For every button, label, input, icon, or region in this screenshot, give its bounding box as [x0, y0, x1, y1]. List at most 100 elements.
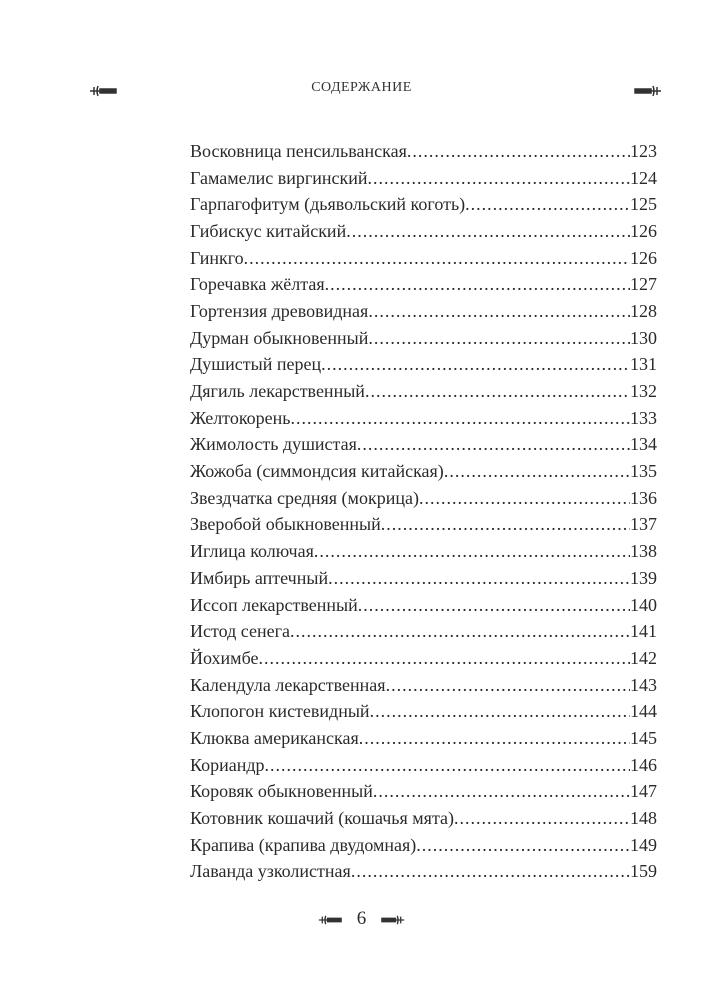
- dot-leader: [444, 461, 630, 482]
- toc-entry-page: 146: [630, 754, 657, 775]
- toc-entry-title: Гортензия древовидная: [190, 300, 369, 321]
- toc-entry-title: Истод сенега: [190, 621, 290, 642]
- toc-entry-page: 136: [630, 487, 657, 508]
- toc-entry: Звездчатка средняя (мокрица) 136: [190, 485, 657, 512]
- toc-entry-title: Клюква американская: [190, 727, 359, 748]
- toc-entry: Клюква американская 145: [190, 725, 657, 752]
- dot-leader: [258, 648, 630, 669]
- dot-leader: [244, 248, 630, 269]
- ornament-icon: [90, 85, 117, 97]
- toc-entry-page: 148: [630, 808, 657, 829]
- toc-entry-page: 137: [630, 514, 657, 535]
- toc-entry-title: Желтокорень: [190, 407, 291, 428]
- toc-entry-title: Дягиль лекарственный: [190, 381, 365, 402]
- dot-leader: [325, 274, 630, 295]
- toc-entry-page: 130: [630, 327, 657, 348]
- toc-entry: Жимолость душистая 134: [190, 432, 657, 459]
- toc-entry: Гамамелис виргинский 124: [190, 165, 657, 192]
- toc-entry-page: 132: [630, 381, 657, 402]
- dot-leader: [365, 381, 630, 402]
- toc-entry: Гинкго 126: [190, 245, 657, 272]
- dot-leader: [381, 514, 630, 535]
- toc-entry-page: 125: [630, 194, 657, 215]
- toc-entry-title: Клопогон кистевидный: [190, 701, 370, 722]
- toc-entry: Желтокорень 133: [190, 405, 657, 432]
- toc-entry-title: Горечавка жёлтая: [190, 274, 325, 295]
- toc-entry-title: Кориандр: [190, 754, 265, 775]
- toc-entry: Гортензия древовидная 128: [190, 298, 657, 325]
- ornament-icon: [318, 915, 342, 925]
- toc-entry: Иссоп лекарственный 140: [190, 592, 657, 619]
- toc-entry-title: Дурман обыкновенный: [190, 327, 369, 348]
- toc-entry-title: Коровяк обыкновенный: [190, 781, 373, 802]
- toc-entry-title: Звездчатка средняя (мокрица): [190, 487, 419, 508]
- toc-entry: Гибискус китайский 126: [190, 218, 657, 245]
- toc-entry-page: 145: [630, 727, 657, 748]
- toc-entry-page: 144: [630, 701, 657, 722]
- toc-entry-page: 159: [630, 861, 657, 882]
- toc-entry-page: 124: [630, 167, 657, 188]
- toc-entry: Гарпагофитум (дьявольский коготь) 125: [190, 191, 657, 218]
- toc-entry-page: 128: [630, 300, 657, 321]
- dot-leader: [290, 408, 630, 429]
- toc-entry-page: 149: [630, 834, 657, 855]
- toc-entry-page: 134: [630, 434, 657, 455]
- toc-entry-title: Крапива (крапива двудомная): [190, 834, 417, 855]
- toc-entry: Котовник кошачий (кошачья мята) 148: [190, 805, 657, 832]
- toc-entry: Лаванда узколистная 159: [190, 859, 657, 886]
- toc-entry-title: Иглица колючая: [190, 541, 314, 562]
- toc-entry: Дягиль лекарственный 132: [190, 378, 657, 405]
- toc-entry: Имбирь аптечный 139: [190, 565, 657, 592]
- ornament-icon: [381, 915, 405, 925]
- toc-entry-page: 126: [630, 247, 657, 268]
- toc-entry-page: 142: [630, 647, 657, 668]
- dot-leader: [351, 861, 630, 882]
- dot-leader: [328, 568, 630, 589]
- toc-entry: Зверобой обыкновенный 137: [190, 512, 657, 539]
- toc-entry-title: Восковница пенсильванская: [190, 140, 407, 161]
- dot-leader: [465, 194, 630, 215]
- dot-leader: [359, 728, 630, 749]
- toc-entry: Дурман обыкновенный 130: [190, 325, 657, 352]
- toc-entry-title: Лаванда узколистная: [190, 861, 351, 882]
- page-footer: 6: [0, 908, 723, 930]
- toc-entry: Коровяк обыкновенный 147: [190, 779, 657, 806]
- toc-entry-page: 123: [630, 140, 657, 161]
- page-header-title: СОДЕРЖАНИЕ: [311, 80, 412, 95]
- dot-leader: [346, 221, 630, 242]
- toc-entry-page: 135: [630, 461, 657, 482]
- toc-entry: Иглица колючая 138: [190, 538, 657, 565]
- dot-leader: [265, 755, 630, 776]
- dot-leader: [368, 328, 630, 349]
- toc-entry-title: Зверобой обыкновенный: [190, 514, 381, 535]
- dot-leader: [358, 595, 630, 616]
- toc-entry: Восковница пенсильванская 123: [190, 138, 657, 165]
- toc-entry-title: Иссоп лекарственный: [190, 594, 358, 615]
- ornament-icon: [634, 85, 661, 97]
- toc-entry-title: Жимолость душистая: [190, 434, 357, 455]
- toc-entry-title: Жожоба (симмондсия китайская): [190, 461, 444, 482]
- toc-entry: Горечавка жёлтая 127: [190, 271, 657, 298]
- toc-entry-page: 126: [630, 220, 657, 241]
- toc-entry-page: 141: [630, 621, 657, 642]
- toc-entry-title: Котовник кошачий (кошачья мята): [190, 808, 455, 829]
- toc-entry-page: 131: [630, 354, 657, 375]
- dot-leader: [386, 675, 630, 696]
- dot-leader: [357, 434, 630, 455]
- toc-entry-title: Йохимбе: [190, 647, 259, 668]
- toc-entry-title: Имбирь аптечный: [190, 567, 329, 588]
- toc-entry-title: Гамамелис виргинский: [190, 167, 368, 188]
- page-number: 6: [356, 908, 367, 929]
- dot-leader: [321, 354, 630, 375]
- toc-entry-page: 127: [630, 274, 657, 295]
- dot-leader: [373, 781, 630, 802]
- toc-entry-page: 147: [630, 781, 657, 802]
- toc-entry-title: Календула лекарственная: [190, 674, 386, 695]
- toc-entry: Клопогон кистевидный 144: [190, 698, 657, 725]
- toc-entry-page: 138: [630, 541, 657, 562]
- dot-leader: [314, 541, 630, 562]
- toc-entry-page: 140: [630, 594, 657, 615]
- toc-entry: Кориандр 146: [190, 752, 657, 779]
